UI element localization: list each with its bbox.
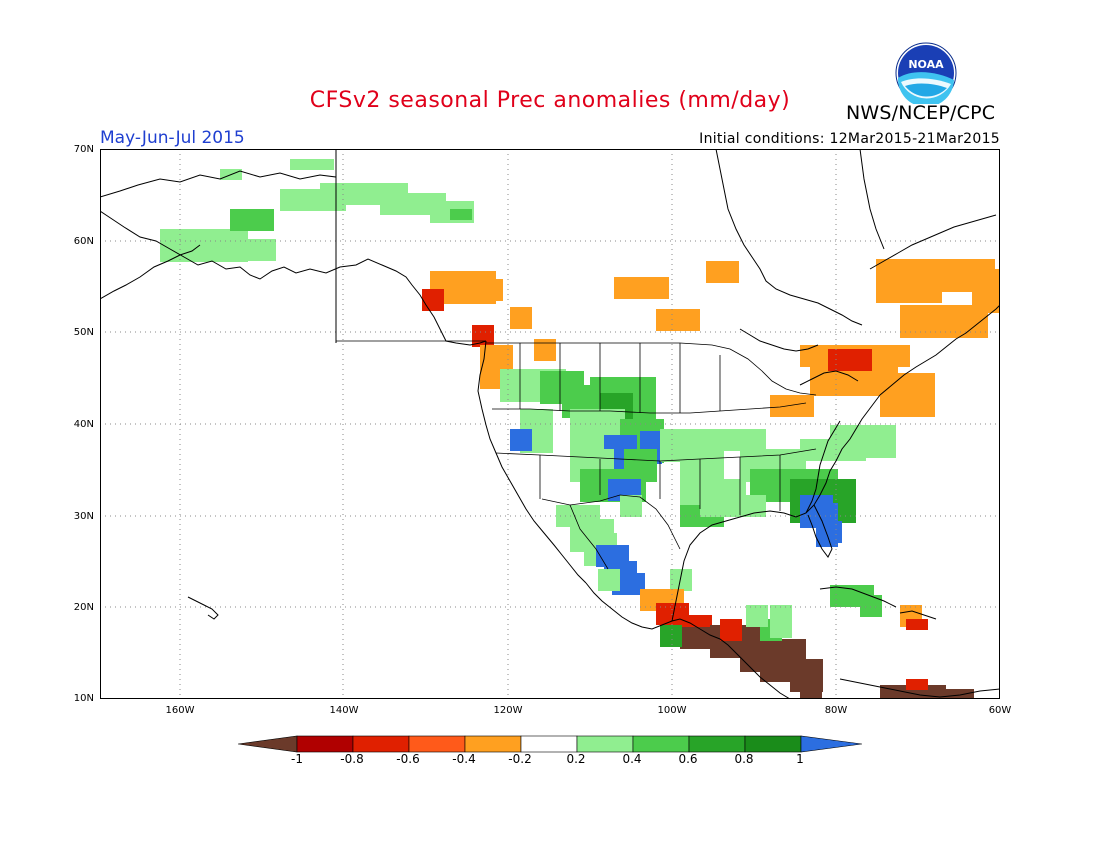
anomaly-cell — [210, 239, 276, 261]
colorbar-box — [408, 735, 466, 753]
colorbar-tri-low — [238, 735, 298, 753]
anomaly-cell — [706, 261, 739, 283]
colorbar-label: -0.6 — [396, 752, 420, 766]
anomaly-cell — [820, 521, 842, 543]
anomaly-cell — [828, 349, 872, 371]
anomaly-cell — [930, 689, 974, 699]
anomaly-cell — [612, 573, 645, 595]
lon-label: 140W — [329, 705, 359, 716]
colorbar-label: 1 — [796, 752, 804, 766]
colorbar-label: -0.4 — [452, 752, 476, 766]
colorbar-box — [296, 735, 354, 753]
colorbar-boxes — [238, 735, 862, 753]
lat-label: 70N — [73, 144, 94, 155]
anomaly-cell — [422, 289, 444, 311]
lon-label: 60W — [988, 705, 1012, 716]
anomaly-cell — [230, 209, 274, 231]
anomaly-cell — [800, 439, 866, 461]
lon-label: 80W — [824, 705, 848, 716]
coastlines — [100, 149, 1000, 699]
initial-conditions: Initial conditions: 12Mar2015-21Mar2015 — [699, 131, 1000, 147]
anomaly-cell — [700, 429, 766, 451]
anomaly-cell — [660, 625, 682, 647]
lat-label: 10N — [73, 693, 94, 704]
map-title: CFSv2 seasonal Prec anomalies (mm/day) — [309, 88, 791, 113]
anomaly-cell — [800, 679, 822, 699]
political-borders — [336, 340, 817, 570]
anomaly-cell — [470, 279, 503, 301]
anomaly-cell — [860, 595, 882, 617]
colorbar-label: 0.8 — [734, 752, 754, 766]
noaa-logo: NOAA — [895, 42, 957, 104]
colorbar-box — [744, 735, 802, 753]
anomaly-cell — [290, 159, 334, 170]
lat-label: 30N — [73, 511, 94, 522]
anomaly-cell — [656, 309, 700, 331]
colorbar-label: -1 — [291, 752, 303, 766]
anomaly-cell — [680, 449, 724, 482]
anomaly-cell — [534, 339, 556, 361]
colorbar-box — [632, 735, 690, 753]
colorbar-label: 0.4 — [622, 752, 642, 766]
colorbar-box — [520, 735, 578, 753]
colorbar-box — [576, 735, 634, 753]
colorbar-label: -0.8 — [340, 752, 364, 766]
lat-label: 20N — [73, 602, 94, 613]
anomaly-cell — [700, 495, 766, 517]
anomaly-cell — [510, 307, 532, 329]
colorbar-label: 0.2 — [566, 752, 586, 766]
lat-label: 60N — [73, 236, 94, 247]
anomaly-cell — [670, 569, 692, 591]
lon-label: 100W — [657, 705, 687, 716]
anomaly-cell — [720, 619, 742, 641]
anomaly-cell — [770, 605, 792, 638]
anomaly-cell — [906, 679, 928, 690]
anomaly-cell — [746, 605, 768, 627]
anomaly-cell — [770, 395, 814, 417]
colorbar — [238, 735, 862, 753]
colorbar-label: -0.2 — [508, 752, 532, 766]
colorbar-box — [352, 735, 410, 753]
colorbar-box — [688, 735, 746, 753]
precip-anomaly-map — [100, 149, 1000, 699]
forecast-period: May-Jun-Jul 2015 — [100, 128, 245, 148]
anomaly-cell — [380, 193, 446, 215]
anomaly-cell — [598, 569, 620, 591]
anomaly-cell — [472, 325, 494, 347]
anomaly-cell — [450, 209, 472, 220]
anomaly-cell — [876, 259, 942, 303]
lat-lon-grid — [100, 149, 1000, 699]
anomaly-cell — [906, 619, 928, 630]
lon-label: 120W — [493, 705, 523, 716]
anomaly-cell — [510, 429, 532, 451]
colorbar-tri-high — [800, 735, 862, 753]
logo-text: NOAA — [908, 58, 944, 71]
lat-label: 40N — [73, 419, 94, 430]
lon-label: 160W — [165, 705, 195, 716]
anomaly-cell — [620, 495, 642, 517]
agency-label: NWS/NCEP/CPC — [846, 102, 996, 124]
colorbar-label: 0.6 — [678, 752, 698, 766]
anomaly-cell — [880, 373, 935, 417]
anomaly-cell — [614, 277, 669, 299]
anomaly-cells — [160, 159, 1000, 699]
colorbar-box — [464, 735, 522, 753]
lat-label: 50N — [73, 327, 94, 338]
anomaly-cell — [972, 269, 1000, 313]
